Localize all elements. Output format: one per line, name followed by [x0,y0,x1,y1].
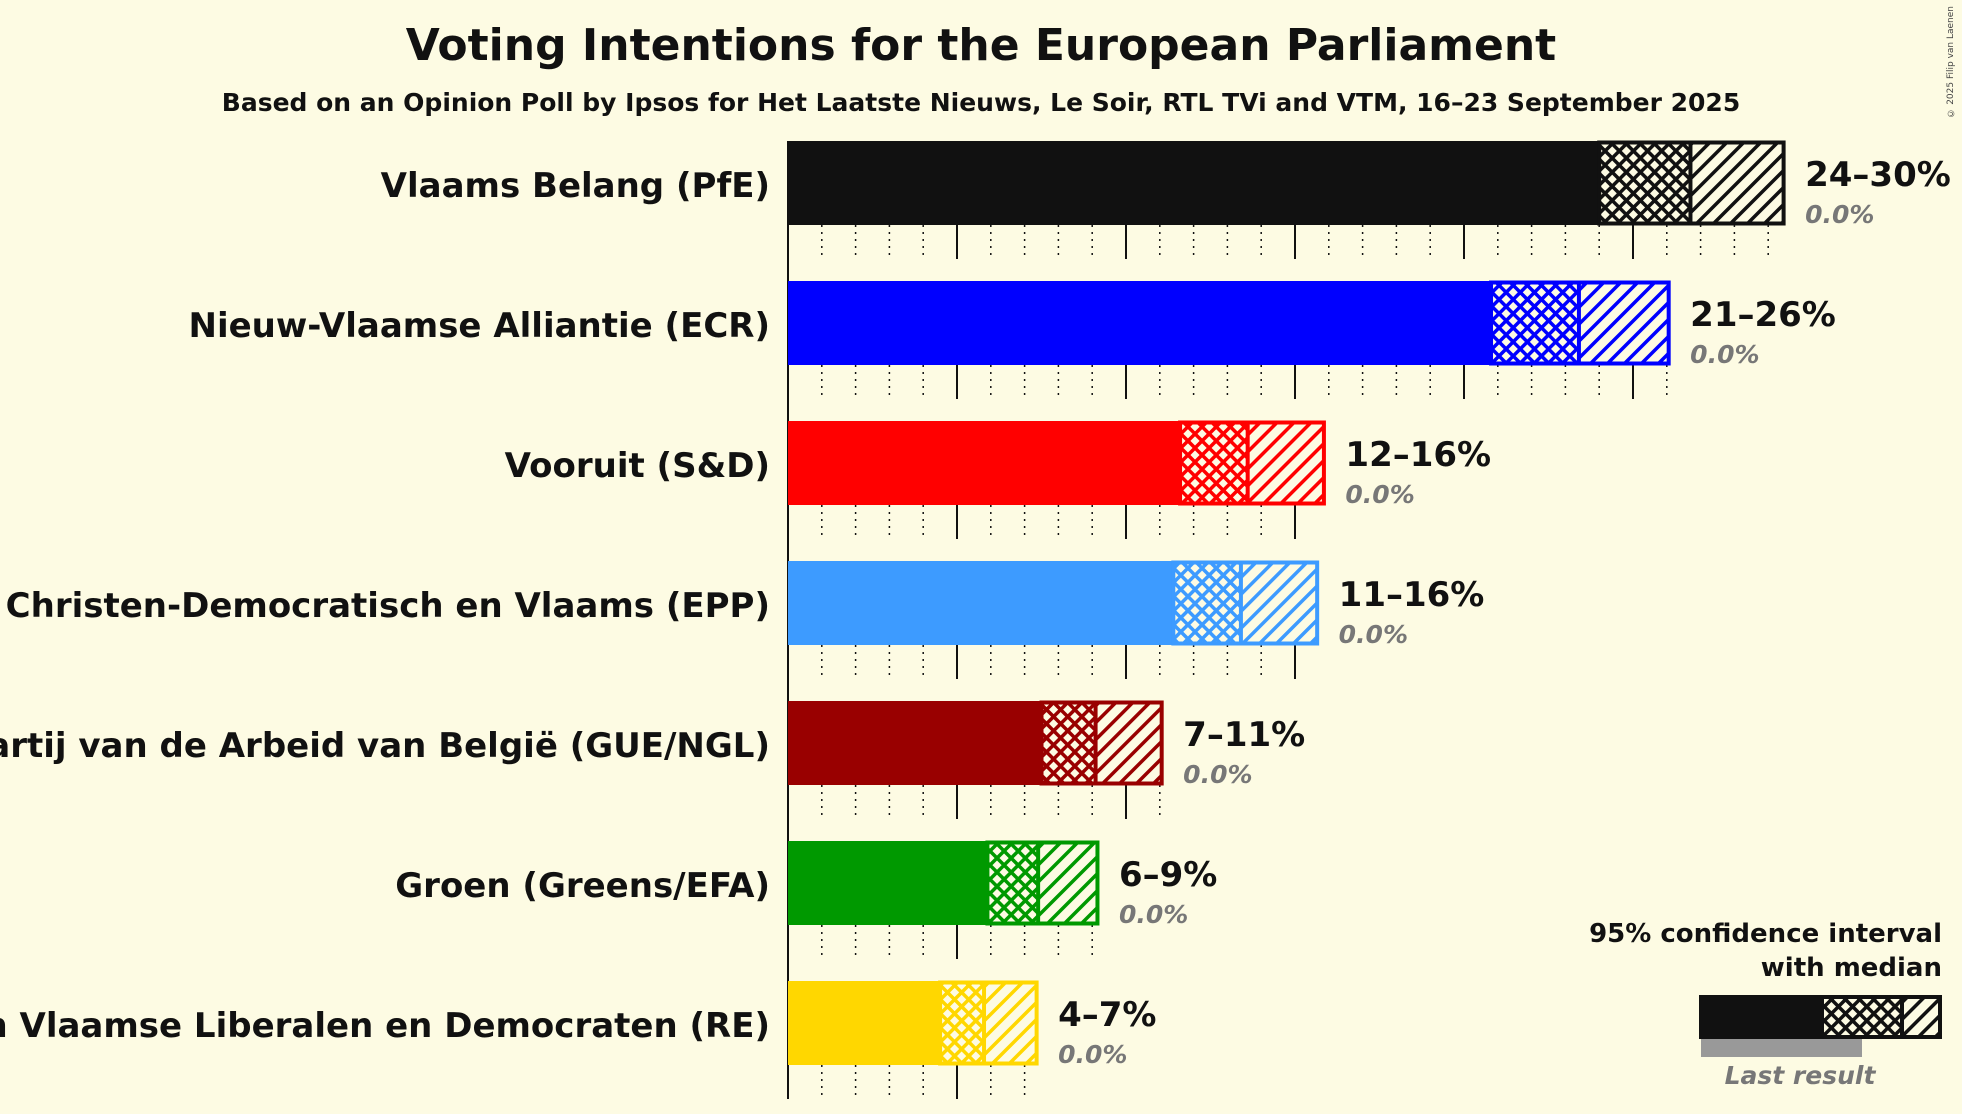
range-label: 6–9% [1119,855,1217,895]
party-label: Groen (Greens/EFA) [395,866,770,906]
last-result-label: 0.0% [1690,340,1759,369]
legend-ci-upper [1902,995,1942,1039]
bar-ci-lower [987,841,1039,925]
last-result-label: 0.0% [1119,900,1188,929]
legend-ci-lower [1822,995,1902,1039]
last-result-label: 0.0% [1183,760,1252,789]
bar-ci-upper [1247,421,1326,505]
bar-solid [788,421,1181,505]
chart-title: Voting Intentions for the European Parli… [405,20,1557,71]
range-label: 11–16% [1339,575,1485,615]
bar-solid [788,141,1600,225]
legend-ci-outline [1820,995,1942,1039]
bar-ci-lower [940,981,985,1065]
range-label: 12–16% [1345,435,1491,475]
bar-solid [788,281,1492,365]
bar-solid [788,981,941,1065]
bar-ci-lower [1180,421,1248,505]
bar-ci-lower [1041,701,1096,785]
bar-ci-upper [1690,141,1786,225]
legend-solid-bar [1699,995,1822,1039]
bar-ci-upper [1240,561,1319,645]
legend: 95% confidence interval with median Last… [1589,919,1942,1090]
bar-ci-outline [1171,560,1320,646]
party-label: Vooruit (S&D) [505,446,770,486]
bar-ci-upper [1095,701,1164,785]
bar-solid [788,561,1174,645]
legend-ci-line2: with median [1761,953,1942,983]
bar-ci-outline [1178,420,1326,506]
legend-ci-line1: 95% confidence interval [1589,919,1942,949]
party-label: Nieuw-Vlaamse Alliantie (ECR) [188,306,770,346]
legend-last-result-label: Last result [1725,1061,1877,1090]
party-label: Vlaams Belang (PfE) [381,166,770,206]
last-result-label: 0.0% [1058,1040,1127,1069]
bar-ci-upper [984,981,1039,1065]
last-result-label: 0.0% [1805,200,1874,229]
bar-ci-outline [1039,700,1164,786]
last-result-label: 0.0% [1339,620,1408,649]
bar-ci-upper [1038,841,1099,925]
last-result-label: 0.0% [1345,480,1414,509]
bar-ci-outline [938,980,1039,1066]
bar-solid [788,841,988,925]
chart-subtitle: Based on an Opinion Poll by Ipsos for He… [221,88,1741,117]
range-label: 21–26% [1690,295,1836,335]
range-label: 7–11% [1183,715,1305,755]
party-label: Partij van de Arbeid van België (GUE/NGL… [0,726,770,766]
range-label: 24–30% [1805,155,1951,195]
bar-ci-outline [985,840,1100,926]
bar-ci-lower [1173,561,1241,645]
bar-solid [788,701,1042,785]
range-label: 4–7% [1058,995,1156,1035]
bar-ci-upper [1578,281,1671,365]
party-label: Open Vlaamse Liberalen en Democraten (RE… [0,1006,770,1046]
bar-ci-lower [1599,141,1691,225]
bar-ci-lower [1491,281,1579,365]
bars: Vlaams Belang (PfE) 24–30% 0.0% Nieuw-Vlaam… [0,140,1951,1069]
party-label: Christen-Democratisch en Vlaams (EPP) [6,586,770,626]
